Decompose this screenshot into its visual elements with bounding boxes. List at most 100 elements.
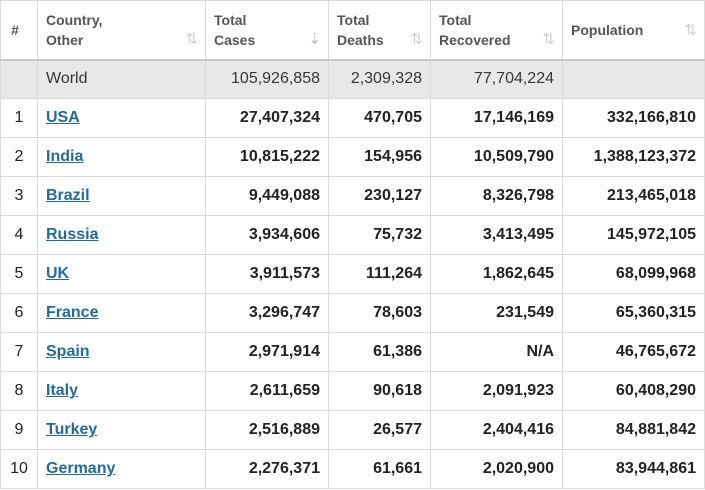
sort-icon[interactable]: ⇅ bbox=[684, 22, 696, 39]
row-index: 7 bbox=[0, 332, 38, 372]
header-total-deaths-label-1: Total bbox=[337, 11, 370, 28]
country-link[interactable]: France bbox=[46, 304, 99, 321]
total-recovered-cell: 231,549 bbox=[430, 293, 563, 333]
world-total-deaths: 2,309,328 bbox=[328, 59, 431, 99]
country-link[interactable]: UK bbox=[46, 265, 70, 282]
table-row: 9 Turkey 2,516,889 26,577 2,404,416 84,881,84… bbox=[0, 410, 705, 450]
sort-icon[interactable]: ⇅ bbox=[185, 31, 197, 48]
country-link[interactable]: India bbox=[46, 148, 84, 165]
world-total-cases: 105,926,858 bbox=[205, 59, 329, 99]
header-index[interactable]: # bbox=[0, 0, 38, 61]
table-row: 8 Italy 2,611,659 90,618 2,091,923 60,408,290 bbox=[0, 371, 705, 411]
table-row: 2 India 10,815,222 154,956 10,509,790 1,388,1… bbox=[0, 137, 705, 177]
total-deaths-cell: 26,577 bbox=[328, 410, 431, 450]
table-row: 10 Germany 2,276,371 61,661 2,020,900 83,944,… bbox=[0, 449, 705, 489]
total-cases-cell: 3,934,606 bbox=[205, 215, 329, 255]
total-deaths-cell: 111,264 bbox=[328, 254, 431, 294]
total-cases-cell: 27,407,324 bbox=[205, 98, 329, 138]
country-cell: Italy bbox=[37, 371, 206, 411]
table-row: 7 Spain 2,971,914 61,386 N/A 46,765,672 bbox=[0, 332, 705, 372]
country-link[interactable]: Germany bbox=[46, 460, 116, 477]
total-cases-cell: 3,296,747 bbox=[205, 293, 329, 333]
total-cases-cell: 2,611,659 bbox=[205, 371, 329, 411]
population-cell: 332,166,810 bbox=[562, 98, 705, 138]
country-cell: Brazil bbox=[37, 176, 206, 216]
world-index bbox=[0, 59, 38, 99]
country-link[interactable]: Italy bbox=[46, 382, 79, 399]
world-name: World bbox=[37, 59, 206, 99]
population-cell: 65,360,315 bbox=[562, 293, 705, 333]
total-recovered-cell: N/A bbox=[430, 332, 563, 372]
total-recovered-cell: 10,509,790 bbox=[430, 137, 563, 177]
header-population-label: Population bbox=[571, 21, 644, 38]
total-deaths-cell: 61,386 bbox=[328, 332, 431, 372]
header-total-cases[interactable]: Total Cases ⇣ bbox=[205, 0, 329, 61]
header-total-deaths-label-2: Deaths bbox=[337, 31, 384, 48]
total-deaths-cell: 470,705 bbox=[328, 98, 431, 138]
total-deaths-cell: 75,732 bbox=[328, 215, 431, 255]
population-cell: 68,099,968 bbox=[562, 254, 705, 294]
world-population bbox=[562, 59, 705, 99]
total-deaths-cell: 90,618 bbox=[328, 371, 431, 411]
header-country-label-2: Other bbox=[46, 31, 84, 48]
header-total-cases-label-2: Cases bbox=[214, 31, 256, 48]
sort-icon[interactable]: ⇅ bbox=[542, 31, 554, 48]
table-header-row: # Country, Other ⇅ Total Cases ⇣ Total D… bbox=[0, 0, 705, 61]
country-cell: USA bbox=[37, 98, 206, 138]
row-index: 4 bbox=[0, 215, 38, 255]
population-cell: 213,465,018 bbox=[562, 176, 705, 216]
total-recovered-cell: 1,862,645 bbox=[430, 254, 563, 294]
country-link[interactable]: USA bbox=[46, 109, 80, 126]
country-cell: Spain bbox=[37, 332, 206, 372]
table-row: 6 France 3,296,747 78,603 231,549 65,360,315 bbox=[0, 293, 705, 333]
country-link[interactable]: Russia bbox=[46, 226, 99, 243]
country-link[interactable]: Turkey bbox=[46, 421, 98, 438]
row-index: 8 bbox=[0, 371, 38, 411]
sort-icon[interactable]: ⇅ bbox=[410, 31, 422, 48]
total-cases-cell: 2,276,371 bbox=[205, 449, 329, 489]
row-index: 10 bbox=[0, 449, 38, 489]
header-country-label-1: Country, bbox=[46, 11, 103, 28]
world-total-recovered: 77,704,224 bbox=[430, 59, 563, 99]
header-total-deaths[interactable]: Total Deaths ⇅ bbox=[328, 0, 431, 61]
total-cases-cell: 3,911,573 bbox=[205, 254, 329, 294]
world-row: World 105,926,858 2,309,328 77,704,224 bbox=[0, 59, 705, 99]
header-population[interactable]: Population ⇅ bbox=[562, 0, 705, 61]
total-recovered-cell: 8,326,798 bbox=[430, 176, 563, 216]
country-cell: Germany bbox=[37, 449, 206, 489]
header-country[interactable]: Country, Other ⇅ bbox=[37, 0, 206, 61]
total-cases-cell: 9,449,088 bbox=[205, 176, 329, 216]
country-cell: Russia bbox=[37, 215, 206, 255]
total-cases-cell: 2,516,889 bbox=[205, 410, 329, 450]
row-index: 1 bbox=[0, 98, 38, 138]
total-deaths-cell: 230,127 bbox=[328, 176, 431, 216]
population-cell: 84,881,842 bbox=[562, 410, 705, 450]
row-index: 5 bbox=[0, 254, 38, 294]
header-total-recovered-label-1: Total bbox=[439, 11, 472, 28]
header-total-recovered[interactable]: Total Recovered ⇅ bbox=[430, 0, 563, 61]
total-recovered-cell: 17,146,169 bbox=[430, 98, 563, 138]
total-deaths-cell: 78,603 bbox=[328, 293, 431, 333]
header-index-label: # bbox=[11, 21, 19, 38]
row-index: 3 bbox=[0, 176, 38, 216]
total-recovered-cell: 3,413,495 bbox=[430, 215, 563, 255]
total-recovered-cell: 2,020,900 bbox=[430, 449, 563, 489]
country-link[interactable]: Spain bbox=[46, 343, 90, 360]
sort-desc-icon[interactable]: ⇣ bbox=[308, 31, 320, 48]
country-cell: UK bbox=[37, 254, 206, 294]
table-row: 1 USA 27,407,324 470,705 17,146,169 332,166,8… bbox=[0, 98, 705, 138]
total-recovered-cell: 2,091,923 bbox=[430, 371, 563, 411]
header-total-recovered-label-2: Recovered bbox=[439, 31, 511, 48]
row-index: 6 bbox=[0, 293, 38, 333]
population-cell: 1,388,123,372 bbox=[562, 137, 705, 177]
population-cell: 145,972,105 bbox=[562, 215, 705, 255]
population-cell: 60,408,290 bbox=[562, 371, 705, 411]
total-cases-cell: 10,815,222 bbox=[205, 137, 329, 177]
country-cell: Turkey bbox=[37, 410, 206, 450]
total-recovered-cell: 2,404,416 bbox=[430, 410, 563, 450]
country-link[interactable]: Brazil bbox=[46, 187, 90, 204]
total-deaths-cell: 154,956 bbox=[328, 137, 431, 177]
table-row: 4 Russia 3,934,606 75,732 3,413,495 145,972,1… bbox=[0, 215, 705, 255]
population-cell: 83,944,861 bbox=[562, 449, 705, 489]
